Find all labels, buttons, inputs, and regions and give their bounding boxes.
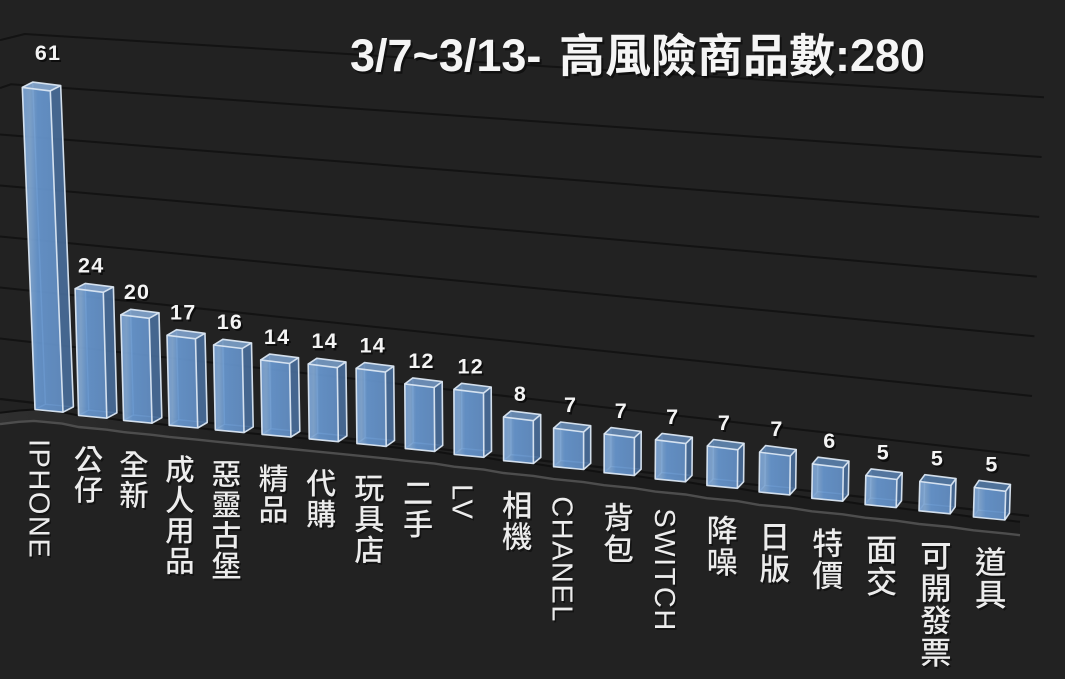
svg-text:SWITCH: SWITCH — [648, 508, 680, 631]
svg-text:14: 14 — [361, 336, 387, 360]
svg-text:5: 5 — [987, 455, 1000, 479]
svg-text:7: 7 — [564, 393, 577, 417]
svg-text:12: 12 — [458, 354, 484, 378]
svg-text:3/7~3/13-: 3/7~3/13- — [352, 33, 543, 84]
svg-text:5: 5 — [985, 452, 998, 476]
svg-text:20: 20 — [124, 280, 150, 304]
svg-text:14: 14 — [360, 333, 386, 357]
svg-text:LV: LV — [447, 486, 479, 522]
svg-text:3/7~3/13-: 3/7~3/13- — [350, 30, 541, 81]
svg-text:7: 7 — [718, 411, 731, 435]
svg-text:5: 5 — [931, 447, 944, 471]
svg-text:7: 7 — [666, 405, 679, 429]
svg-text:14: 14 — [313, 331, 339, 355]
svg-text:7: 7 — [772, 419, 785, 443]
svg-text:7: 7 — [668, 407, 681, 431]
svg-text:CHANEL: CHANEL — [547, 498, 579, 625]
svg-text:6: 6 — [823, 429, 836, 453]
svg-text:IPHONE: IPHONE — [23, 439, 55, 559]
svg-text:14: 14 — [266, 327, 292, 351]
svg-text:SWITCH: SWITCH — [650, 510, 682, 633]
svg-text:5: 5 — [877, 441, 890, 465]
svg-text:6: 6 — [825, 431, 838, 455]
svg-text:24: 24 — [80, 256, 106, 280]
svg-text:16: 16 — [219, 312, 245, 336]
svg-text:12: 12 — [408, 349, 434, 373]
svg-text:14: 14 — [312, 329, 338, 353]
svg-text:IPHONE: IPHONE — [24, 441, 56, 561]
svg-text:12: 12 — [459, 357, 485, 381]
svg-text:20: 20 — [126, 282, 152, 306]
svg-text:61: 61 — [35, 41, 61, 65]
svg-text:8: 8 — [516, 384, 529, 408]
svg-text:14: 14 — [264, 325, 290, 349]
svg-text::280: :280 — [835, 30, 925, 81]
svg-text:CHANEL: CHANEL — [546, 496, 578, 623]
svg-text:61: 61 — [37, 43, 63, 67]
svg-text:LV: LV — [445, 484, 477, 520]
svg-text:17: 17 — [170, 300, 196, 324]
svg-text::280: :280 — [837, 33, 927, 84]
svg-text:7: 7 — [566, 395, 579, 419]
svg-text:16: 16 — [217, 310, 243, 334]
svg-text:17: 17 — [172, 303, 198, 327]
svg-text:5: 5 — [879, 443, 892, 467]
svg-text:7: 7 — [615, 399, 628, 423]
svg-text:24: 24 — [78, 254, 104, 278]
svg-text:5: 5 — [933, 449, 946, 473]
svg-text:7: 7 — [720, 413, 733, 437]
svg-text:7: 7 — [770, 417, 783, 441]
svg-text:12: 12 — [410, 351, 436, 375]
svg-text:8: 8 — [514, 382, 527, 406]
svg-text:7: 7 — [617, 401, 630, 425]
